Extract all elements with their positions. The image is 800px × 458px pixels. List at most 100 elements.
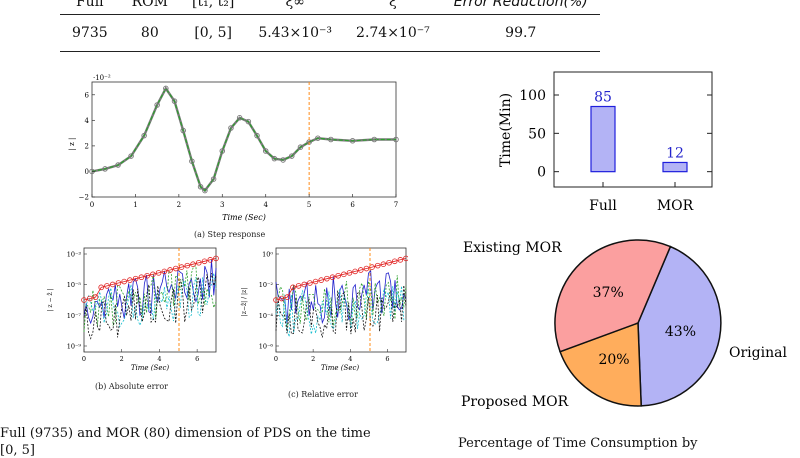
y-tick-label: 0 — [85, 168, 89, 176]
y-axis-label: | z | — [68, 138, 76, 151]
data-point — [254, 132, 260, 139]
error-series-line — [83, 273, 217, 328]
results-table: Full ROM [t₁, t₂] ξ∞ ξ Error Reduction(%… — [60, 0, 600, 52]
error-marker — [104, 283, 110, 289]
y-tick-label: 10⁻⁹ — [67, 343, 82, 351]
error-series-line — [275, 269, 407, 325]
error-marker — [155, 270, 162, 276]
error-marker — [295, 283, 302, 289]
pie-slice-label: 43% — [665, 324, 696, 340]
caption-abs: (b) Absolute error — [95, 382, 168, 391]
data-point — [171, 98, 178, 104]
caption-rel: (c) Relative error — [288, 390, 358, 399]
error-marker — [324, 275, 330, 282]
y-tick-label: 10⁻⁵ — [67, 281, 82, 289]
plot-frame — [553, 71, 713, 188]
error-marker — [346, 270, 353, 276]
error-marker — [150, 271, 156, 278]
data-point — [219, 148, 226, 154]
pie-label-proposed: Proposed MOR — [461, 394, 569, 410]
error-series-line-red — [83, 258, 217, 301]
error-series-line — [83, 259, 217, 325]
error-marker — [307, 280, 313, 286]
y-scale-note: ·10⁻² — [93, 74, 111, 82]
error-marker — [86, 295, 93, 302]
x-tick-label: 1 — [133, 201, 137, 209]
relative-error-chart: 0 2 4 6 10⁰ 10⁻² 10⁻⁴ 10⁻⁶ Time (Sec) |z−ẑ| / … — [241, 247, 408, 372]
data-point — [315, 135, 321, 141]
x-tick-label: 6 — [195, 355, 199, 363]
error-series-line-red — [275, 258, 407, 301]
error-marker — [201, 258, 208, 265]
error-marker — [380, 261, 387, 267]
x-tick-label: 2 — [311, 355, 315, 363]
table-header: ROM — [119, 0, 180, 15]
data-point — [180, 127, 186, 134]
bar-value-label: 12 — [666, 145, 684, 161]
error-marker — [178, 264, 185, 270]
x-tick-label: MOR — [657, 198, 694, 214]
table-cell: 99.7 — [441, 14, 600, 52]
error-marker — [92, 294, 99, 300]
error-marker — [190, 261, 196, 267]
x-tick-label: 0 — [274, 355, 278, 363]
data-point — [349, 138, 356, 144]
caption-step: (a) Step response — [194, 230, 266, 239]
time-bar-chart: 0 50 100 85 Full 12 MOR Time(Min) — [498, 71, 713, 214]
pie-slice-label: 37% — [593, 285, 624, 301]
error-marker — [363, 265, 370, 272]
y-tick-label: 10⁻² — [259, 281, 274, 289]
data-point — [297, 144, 304, 150]
y-tick-label: 10⁻⁴ — [259, 312, 274, 320]
error-marker — [301, 281, 308, 288]
error-marker — [115, 280, 122, 286]
y-tick-label: 10⁰ — [262, 251, 273, 259]
error-marker — [403, 255, 408, 262]
x-tick-label: 6 — [385, 355, 389, 363]
error-marker — [132, 275, 139, 282]
x-tick-label: 5 — [307, 201, 311, 209]
x-tick-label: 2 — [120, 355, 124, 363]
absolute-error-chart: 0 2 4 6 10⁻³ 10⁻⁵ 10⁻⁷ 10⁻⁹ Time (Sec) | z − ẑ… — [47, 247, 219, 372]
error-marker — [341, 271, 347, 278]
error-marker — [329, 274, 336, 281]
table-cell: 5.43×10⁻³ — [246, 14, 345, 52]
error-marker — [195, 259, 202, 266]
table-header-row: Full ROM [t₁, t₂] ξ∞ ξ Error Reduction(%… — [60, 0, 600, 15]
x-tick-label: 0 — [90, 201, 94, 209]
error-marker — [161, 268, 168, 275]
y-tick-label: 4 — [85, 117, 90, 125]
pie-label-existing: Existing MOR — [463, 240, 562, 256]
error-marker — [184, 262, 191, 269]
bar-value-label: 85 — [594, 90, 612, 106]
x-tick-label: 6 — [350, 201, 355, 209]
data-point — [210, 176, 217, 182]
x-tick-label: 3 — [220, 201, 224, 209]
table-header: Full — [60, 0, 120, 15]
data-point — [328, 136, 334, 143]
pie-slice — [554, 239, 672, 353]
error-marker — [127, 277, 133, 283]
error-marker — [312, 278, 319, 285]
table-header: ξ∞ — [246, 0, 345, 15]
bar — [662, 161, 688, 173]
error-marker — [144, 272, 150, 279]
data-point — [236, 115, 243, 121]
table-header: ξ — [344, 0, 442, 15]
x-axis-label: Time (Sec) — [131, 364, 170, 372]
data-point — [154, 102, 160, 108]
table-cell: 80 — [119, 14, 180, 52]
data-point — [197, 184, 204, 190]
figure-caption-left: Full (9735) and MOR (80) dimension of PD… — [0, 426, 371, 441]
table-cell: [0, 5] — [180, 14, 247, 52]
error-marker — [397, 257, 404, 263]
data-point — [228, 125, 234, 131]
error-marker — [335, 272, 341, 279]
figure-caption-right: Percentage of Time Consumption by — [458, 436, 698, 451]
data-point — [280, 157, 286, 163]
error-marker — [284, 294, 291, 300]
data-point — [262, 148, 269, 154]
y-tick-label: 10⁻³ — [67, 251, 82, 259]
error-series-line — [275, 286, 407, 337]
error-marker — [138, 274, 145, 281]
